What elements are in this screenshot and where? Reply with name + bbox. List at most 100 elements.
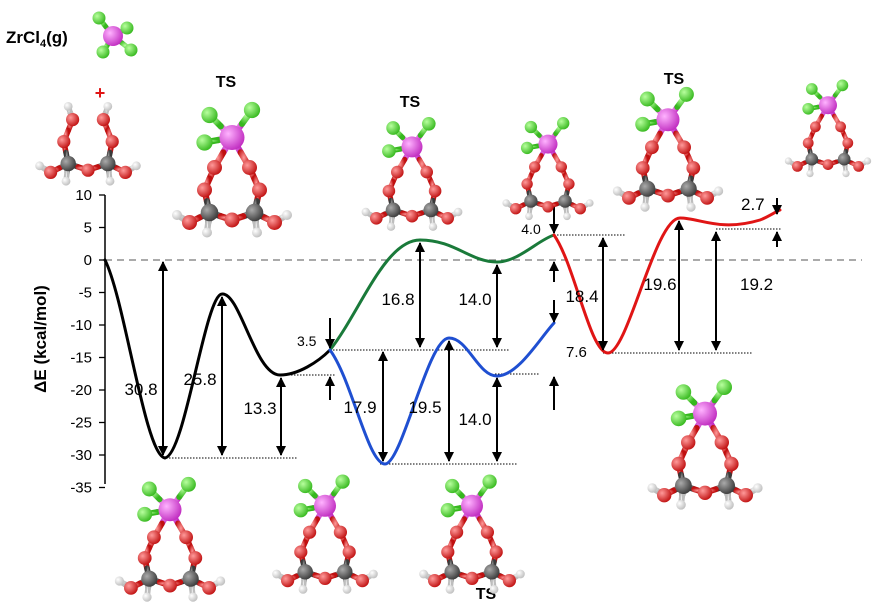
atom-c <box>385 202 401 218</box>
atom-o <box>450 525 464 539</box>
atom-o <box>105 135 119 149</box>
atom-o <box>96 113 110 127</box>
energy-label: 2.7 <box>741 195 765 214</box>
atom-zr <box>693 401 717 426</box>
atom-h <box>842 170 850 178</box>
atom-h <box>342 585 352 594</box>
atom-o <box>242 160 257 175</box>
series-blue-line <box>328 321 556 466</box>
atom-h <box>386 222 396 231</box>
atom-o <box>391 165 404 179</box>
atom-o <box>281 574 295 588</box>
atom-cl <box>635 116 651 132</box>
axes: 10 5 0 -5 -10 -15 -20 -25 -30 -35 ΔE (kcal/mol) <box>31 187 862 497</box>
atom-h <box>103 102 113 111</box>
atom-o <box>521 178 533 190</box>
atom-o <box>574 203 586 215</box>
energy-label: 7.6 <box>566 344 587 361</box>
atom-o <box>555 161 567 173</box>
y-tick-label: -30 <box>70 447 92 464</box>
atom-o <box>57 135 71 149</box>
atom-h <box>298 585 308 594</box>
atom-c <box>297 564 313 580</box>
energy-label: 19.2 <box>740 275 773 294</box>
y-tick-label: -25 <box>70 415 92 432</box>
atom-c <box>524 194 538 208</box>
series-green-line <box>328 233 556 352</box>
atom-o <box>202 581 216 595</box>
atom-o <box>700 191 714 205</box>
atom-cl <box>243 101 261 119</box>
atom-c <box>675 477 692 494</box>
atom-h <box>714 186 724 196</box>
atom-cl <box>678 86 694 102</box>
atom-cl <box>802 102 815 115</box>
atom-o <box>382 184 396 198</box>
y-tick-label: -20 <box>70 382 92 399</box>
energy-label: 13.3 <box>243 399 276 418</box>
energy-arrows <box>158 220 721 462</box>
atom-cl <box>421 116 436 131</box>
atom-o <box>355 574 369 588</box>
atom-h <box>586 199 594 207</box>
atom-o <box>738 488 753 503</box>
atom-cl <box>836 79 849 92</box>
y-axis-label: ΔE (kcal/mol) <box>31 285 50 393</box>
atom-h <box>784 157 792 165</box>
atom-o <box>137 551 152 565</box>
atom-cl <box>92 11 106 25</box>
atom-o <box>686 161 701 175</box>
atom-h <box>525 212 533 221</box>
atom-cl <box>180 476 196 492</box>
atom-o <box>489 545 503 559</box>
atom-cl <box>445 478 460 494</box>
energy-label: 16.8 <box>381 290 414 309</box>
atom-h <box>686 202 696 212</box>
atom-o <box>267 215 282 230</box>
atom-o <box>118 165 132 179</box>
atom-c <box>245 203 264 222</box>
atom-o <box>420 165 433 179</box>
atom-c <box>141 570 158 587</box>
atom-h <box>61 176 71 186</box>
atom-cl <box>335 474 350 489</box>
ts-label: TS <box>664 71 685 88</box>
atom-h <box>864 157 872 165</box>
atom-o <box>645 140 659 155</box>
atom-c <box>182 570 199 587</box>
atom-zr <box>819 96 837 115</box>
atom-c <box>718 477 735 494</box>
atom-c <box>60 155 76 172</box>
atom-o <box>542 201 554 213</box>
atom-h <box>252 227 262 238</box>
atom-o <box>428 574 442 588</box>
atom-zr <box>314 494 336 517</box>
atom-h <box>369 569 378 579</box>
atom-o <box>802 137 814 149</box>
series-black-line <box>103 258 332 460</box>
atom-o <box>822 159 834 170</box>
minimum-molecule-b <box>272 474 378 594</box>
atom-zr <box>656 108 680 132</box>
y-tick-label: 10 <box>75 187 92 204</box>
atom-cl <box>520 141 534 155</box>
atom-o <box>370 212 383 225</box>
zrcl4-molecule <box>92 11 138 59</box>
atom-c <box>337 564 353 580</box>
atom-o <box>502 574 516 588</box>
atom-o <box>66 113 80 127</box>
atom-c <box>639 180 656 197</box>
atom-h <box>502 199 510 207</box>
atom-o <box>294 545 308 559</box>
atom-h <box>724 500 734 510</box>
energy-label: 4.0 <box>521 221 541 237</box>
atom-c <box>444 564 460 580</box>
atom-h <box>612 186 622 196</box>
energy-label: 14.0 <box>458 410 491 429</box>
atom-h <box>172 210 182 220</box>
atom-c <box>200 203 219 222</box>
product-molecule <box>784 79 872 178</box>
atom-o <box>657 488 672 503</box>
atom-c <box>558 194 572 208</box>
ts2-molecule <box>419 474 525 594</box>
